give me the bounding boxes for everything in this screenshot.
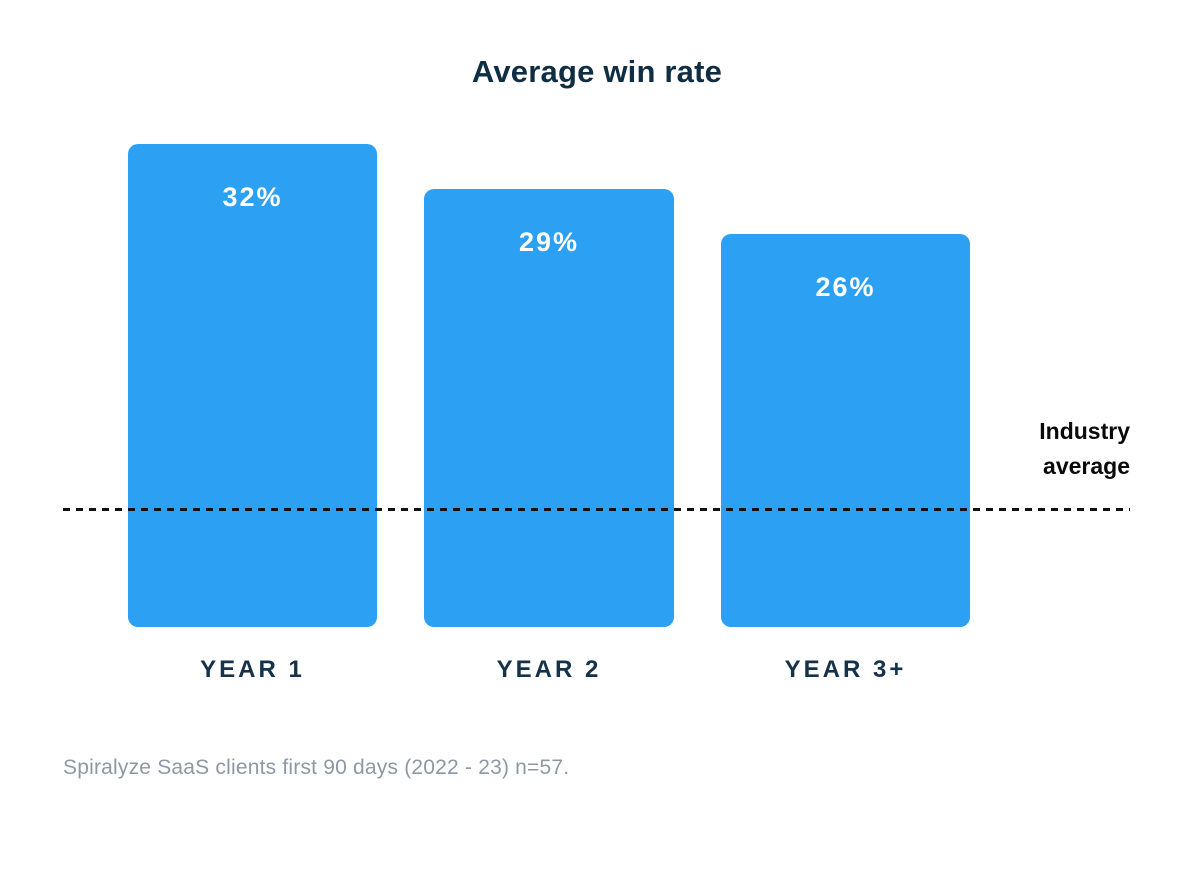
bar-value-label-year-2: 29% [518,227,580,257]
reference-dashed-line [63,508,1130,511]
source-note: Spiralyze SaaS clients first 90 days (20… [63,756,570,779]
bar-year-2: 29% [424,189,674,627]
category-label-year-2: YEAR 2 [496,656,602,683]
bar-year-1: 32% [128,144,377,627]
bar-value-label-year-3plus: 26% [815,272,876,302]
category-label-year-3plus: YEAR 3+ [784,656,907,683]
category-label-year-1: YEAR 1 [200,656,305,683]
reference-line-label: Industry average [1039,418,1130,479]
bar-year-3plus: 26% [721,234,970,627]
bar-value-label-year-1: 32% [222,182,283,212]
chart-title: Average win rate [471,54,723,89]
